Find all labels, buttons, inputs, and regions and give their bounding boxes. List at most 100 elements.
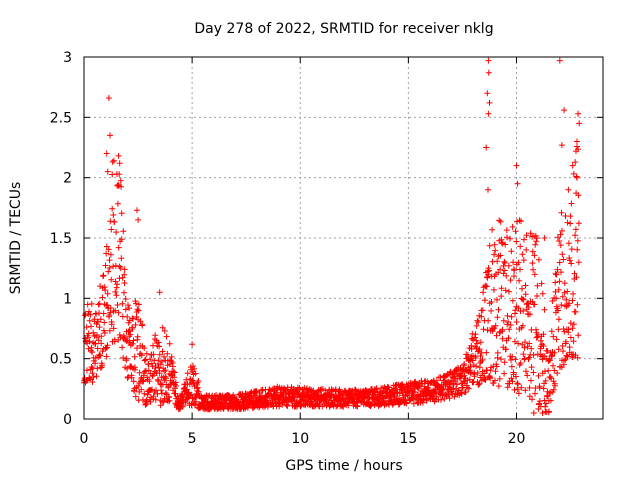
data-point bbox=[446, 395, 453, 402]
data-point bbox=[504, 312, 511, 319]
data-point bbox=[540, 343, 547, 349]
data-point bbox=[412, 389, 418, 396]
data-point bbox=[508, 313, 515, 320]
y-axis-ticks: 0 0.5 1 1.5 2 2.5 3 bbox=[50, 50, 603, 428]
data-point bbox=[430, 395, 437, 402]
data-point bbox=[92, 340, 99, 347]
data-point bbox=[122, 306, 129, 313]
data-point bbox=[482, 376, 489, 383]
data-point bbox=[135, 307, 142, 314]
data-point bbox=[113, 229, 120, 236]
data-point bbox=[494, 296, 500, 303]
data-point bbox=[113, 292, 120, 299]
data-point bbox=[571, 270, 578, 277]
data-point bbox=[438, 396, 444, 403]
data-point bbox=[576, 120, 583, 127]
data-point bbox=[495, 383, 502, 390]
data-point bbox=[527, 311, 533, 318]
data-point bbox=[473, 322, 480, 329]
data-point bbox=[86, 308, 92, 315]
data-point bbox=[552, 279, 559, 286]
data-point bbox=[191, 365, 198, 372]
data-point bbox=[559, 293, 566, 300]
data-point bbox=[171, 369, 178, 376]
data-point bbox=[519, 296, 526, 303]
data-point bbox=[553, 295, 560, 302]
data-point bbox=[137, 350, 144, 357]
data-point bbox=[467, 363, 474, 370]
data-point bbox=[497, 252, 504, 259]
data-point bbox=[558, 142, 565, 149]
data-point bbox=[157, 361, 164, 368]
data-point bbox=[143, 350, 150, 357]
data-point bbox=[503, 346, 509, 353]
data-point bbox=[556, 259, 563, 266]
data-point bbox=[532, 390, 538, 397]
data-point bbox=[133, 300, 139, 307]
data-point bbox=[159, 348, 166, 355]
data-point bbox=[508, 248, 515, 255]
data-point bbox=[538, 280, 545, 287]
data-point bbox=[511, 273, 517, 280]
data-point bbox=[161, 353, 167, 360]
data-point bbox=[104, 302, 111, 309]
data-point bbox=[464, 352, 471, 358]
data-point bbox=[549, 298, 556, 304]
data-point bbox=[499, 335, 506, 342]
data-point bbox=[525, 304, 532, 311]
data-point bbox=[539, 290, 546, 297]
data-point bbox=[115, 244, 122, 251]
data-point bbox=[122, 296, 129, 302]
data-point bbox=[128, 374, 135, 381]
data-point bbox=[522, 387, 529, 394]
data-point bbox=[119, 274, 126, 281]
data-point bbox=[550, 333, 557, 340]
data-point bbox=[192, 370, 199, 377]
data-point bbox=[141, 390, 148, 397]
data-point bbox=[108, 276, 115, 283]
data-point bbox=[110, 212, 117, 218]
data-point bbox=[454, 376, 461, 382]
data-point bbox=[501, 359, 508, 366]
data-point bbox=[132, 321, 139, 328]
data-point bbox=[88, 344, 95, 351]
data-point bbox=[393, 389, 400, 396]
chart-title: Day 278 of 2022, SRMTID for receiver nkl… bbox=[194, 21, 493, 37]
data-point bbox=[557, 242, 564, 249]
data-point bbox=[484, 274, 491, 281]
data-point bbox=[102, 287, 109, 294]
data-point bbox=[157, 402, 164, 409]
data-point bbox=[539, 410, 546, 416]
data-point bbox=[574, 246, 581, 253]
data-point bbox=[152, 332, 159, 339]
data-point bbox=[568, 200, 575, 207]
data-point bbox=[100, 310, 107, 317]
data-point bbox=[135, 216, 142, 223]
data-point bbox=[134, 207, 140, 214]
data-point bbox=[531, 271, 538, 278]
data-point bbox=[569, 325, 576, 332]
data-point bbox=[536, 398, 543, 405]
data-point bbox=[297, 403, 304, 410]
data-point bbox=[127, 363, 134, 369]
data-point bbox=[527, 230, 534, 237]
data-point bbox=[189, 341, 196, 348]
data-point bbox=[85, 334, 91, 341]
data-point bbox=[464, 368, 471, 374]
data-point bbox=[558, 269, 564, 276]
data-point bbox=[440, 385, 446, 392]
data-point bbox=[147, 387, 154, 394]
data-point bbox=[566, 255, 573, 261]
data-point bbox=[120, 354, 127, 361]
data-point bbox=[508, 375, 515, 382]
data-point bbox=[537, 337, 544, 344]
data-point bbox=[508, 357, 514, 363]
data-point bbox=[118, 255, 125, 262]
data-point bbox=[353, 402, 360, 409]
data-point bbox=[166, 397, 173, 404]
data-point bbox=[551, 367, 558, 374]
data-point bbox=[93, 373, 100, 380]
data-point bbox=[520, 307, 527, 314]
data-point bbox=[501, 259, 508, 266]
data-point bbox=[565, 326, 572, 333]
